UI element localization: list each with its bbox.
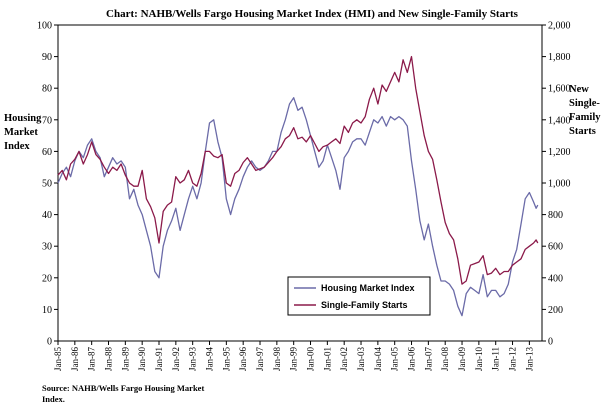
x-tick-label: Jan-06 bbox=[407, 347, 417, 371]
hmi-series-line bbox=[57, 97, 539, 317]
x-tick-label: Jan-07 bbox=[423, 347, 433, 371]
x-tick-label: Jan-91 bbox=[154, 347, 164, 371]
left-tick-label: 70 bbox=[42, 115, 52, 126]
x-tick-label: Jan-97 bbox=[255, 347, 265, 371]
x-tick-label: Jan-90 bbox=[137, 347, 147, 371]
legend-label: Single-Family Starts bbox=[321, 300, 408, 310]
right-tick-label: 1,800 bbox=[548, 52, 571, 63]
x-tick-label: Jan-95 bbox=[221, 347, 231, 371]
left-axis-label: Housing bbox=[4, 113, 42, 124]
source-note: Source: NAHB/Wells Fargo Housing MarketI… bbox=[42, 383, 204, 404]
x-tick-label: Jan-12 bbox=[508, 347, 518, 371]
x-tick-label: Jan-13 bbox=[524, 347, 534, 371]
x-tick-label: Jan-89 bbox=[120, 347, 130, 371]
legend-label: Housing Market Index bbox=[321, 283, 415, 293]
right-tick-label: 2,000 bbox=[548, 21, 571, 32]
x-tick-label: Jan-11 bbox=[491, 347, 501, 371]
left-axis-label: Index bbox=[4, 141, 30, 152]
right-tick-label: 1,000 bbox=[548, 179, 571, 190]
x-tick-label: Jan-00 bbox=[306, 347, 316, 371]
x-tick-label: Jan-05 bbox=[390, 347, 400, 371]
right-tick-label: 1,400 bbox=[548, 115, 571, 126]
axes: 0 10 20 30 40 50 60 70 80 90 100 0 200 400 600 800 1,000… bbox=[37, 21, 571, 372]
x-tick-label: Jan-04 bbox=[373, 347, 383, 371]
right-tick-label: 200 bbox=[548, 305, 563, 316]
x-tick-label: Jan-99 bbox=[289, 347, 299, 371]
x-tick-label: Jan-01 bbox=[322, 347, 332, 371]
right-axis-label: New bbox=[569, 84, 589, 95]
right-tick-label: 800 bbox=[548, 210, 563, 221]
left-tick-label: 50 bbox=[42, 179, 52, 190]
x-tick-label: Jan-98 bbox=[272, 347, 282, 371]
x-tick-label: Jan-09 bbox=[457, 347, 467, 371]
axis-labels: Housing Market Index New Single- Family Starts bbox=[4, 84, 601, 152]
x-tick-label: Jan-88 bbox=[104, 347, 114, 371]
left-tick-label: 10 bbox=[42, 305, 52, 316]
x-tick-label: Jan-10 bbox=[474, 347, 484, 371]
right-tick-label: 1,600 bbox=[548, 84, 571, 95]
legend-box bbox=[287, 276, 431, 316]
left-tick-label: 100 bbox=[37, 21, 52, 32]
x-tick-label: Jan-93 bbox=[188, 347, 198, 371]
plot-area bbox=[57, 55, 539, 317]
x-tick-label: Jan-92 bbox=[171, 347, 181, 371]
x-tick-label: Jan-02 bbox=[339, 347, 349, 371]
x-tick-label: Jan-94 bbox=[205, 347, 215, 371]
x-tick-label: Jan-08 bbox=[440, 347, 450, 371]
x-tick-label: Jan-86 bbox=[70, 347, 80, 371]
x-tick-label: Jan-85 bbox=[53, 347, 63, 371]
left-tick-label: 90 bbox=[42, 52, 52, 63]
source-text: Index. bbox=[42, 394, 65, 404]
left-tick-label: 80 bbox=[42, 84, 52, 95]
x-tick-label: Jan-87 bbox=[87, 347, 97, 371]
left-axis-label: Market bbox=[4, 127, 38, 138]
x-tick-label: Jan-96 bbox=[238, 347, 248, 371]
left-tick-label: 40 bbox=[42, 210, 52, 221]
right-axis-label: Starts bbox=[569, 126, 596, 137]
right-tick-label: 400 bbox=[548, 273, 563, 284]
left-tick-label: 30 bbox=[42, 242, 52, 253]
right-tick-label: 600 bbox=[548, 242, 563, 253]
left-tick-label: 60 bbox=[42, 147, 52, 158]
legend: Housing Market Index Single-Family Starts bbox=[287, 276, 431, 316]
right-axis-label: Family bbox=[569, 112, 601, 123]
chart-title: Chart: NAHB/Wells Fargo Housing Market I… bbox=[106, 8, 519, 20]
source-text: Source: NAHB/Wells Fargo Housing Market bbox=[42, 383, 204, 393]
right-axis-label: Single- bbox=[569, 98, 600, 109]
left-tick-label: 20 bbox=[42, 273, 52, 284]
starts-series-line bbox=[57, 55, 539, 285]
right-tick-label: 1,200 bbox=[548, 147, 571, 158]
right-tick-label: 0 bbox=[548, 337, 553, 348]
x-tick-label: Jan-03 bbox=[356, 347, 366, 371]
left-tick-label: 0 bbox=[47, 337, 52, 348]
